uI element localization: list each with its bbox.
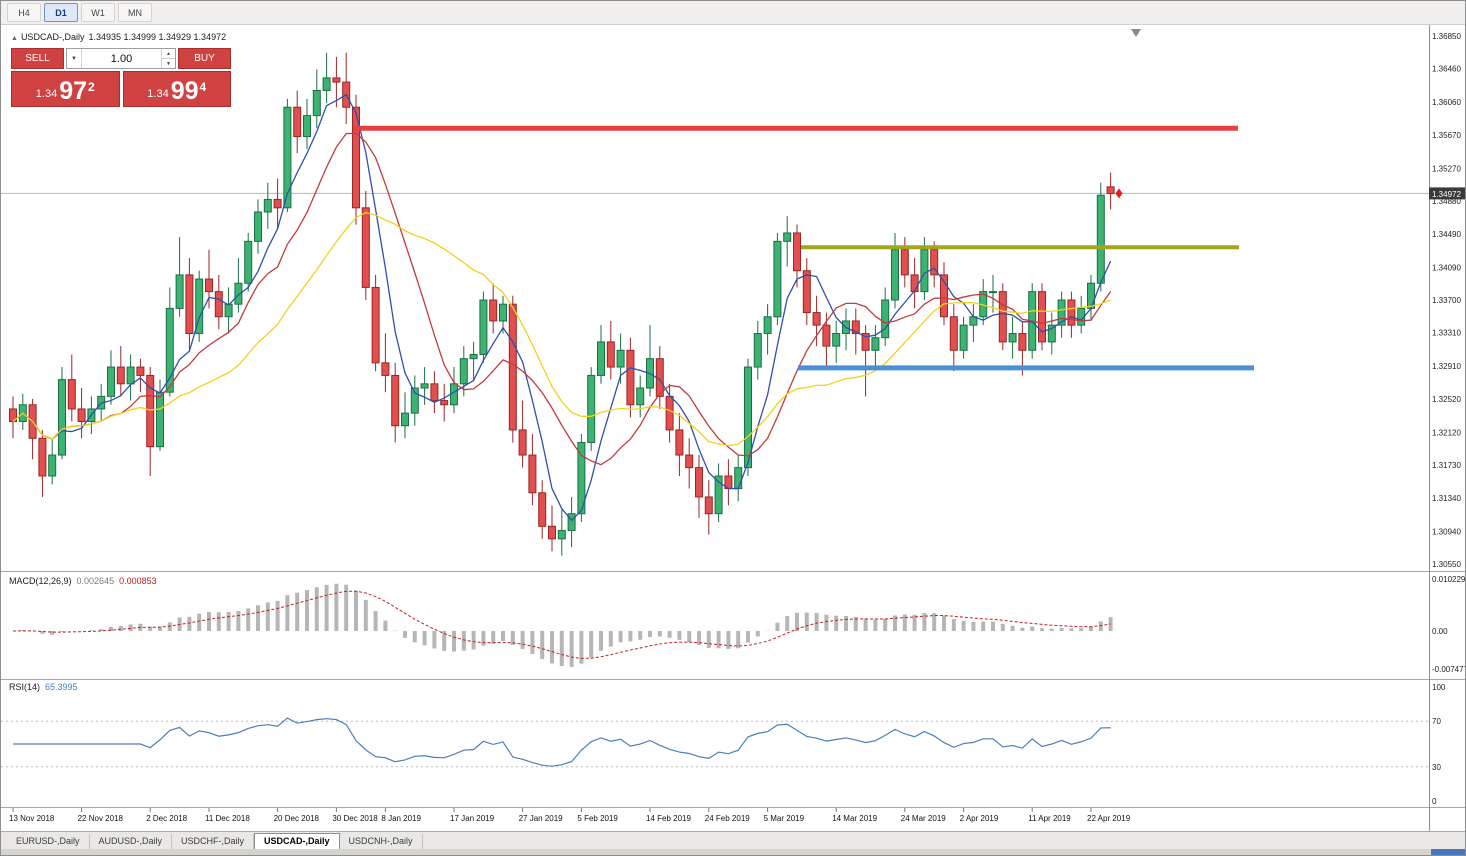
buy-price-sup: 4 (199, 80, 207, 94)
sell-button[interactable]: SELL (11, 48, 64, 69)
one-click-trading-panel: SELL ▼ 1.00 ▲ ▼ BUY 1.34 97 2 1.34 99 4 (11, 48, 231, 107)
svg-text:1.30940: 1.30940 (1432, 527, 1461, 536)
svg-text:24 Feb 2019: 24 Feb 2019 (705, 814, 750, 823)
svg-text:1.36060: 1.36060 (1432, 98, 1461, 107)
buy-price-prefix: 1.34 (147, 88, 169, 100)
macd-signal-value: 0.000853 (119, 576, 157, 586)
timeframe-button-mn[interactable]: MN (118, 3, 152, 22)
scroll-corner (1431, 849, 1465, 855)
svg-text:1.33310: 1.33310 (1432, 329, 1461, 338)
chart-tabs-bar: EURUSD-,Daily AUDUSD-,Daily USDCHF-,Daily U… (1, 831, 1465, 850)
svg-text:13 Nov 2018: 13 Nov 2018 (9, 814, 55, 823)
macd-indicator-label: MACD(12,26,9) 0.002645 0.000853 (9, 576, 157, 586)
date-axis: 13 Nov 2018 22 Nov 2018 2 Dec 2018 11 Dec 2… (9, 808, 1131, 823)
svg-text:14 Feb 2019: 14 Feb 2019 (646, 814, 691, 823)
svg-text:1.32120: 1.32120 (1432, 428, 1461, 437)
svg-text:100: 100 (1432, 683, 1446, 692)
svg-text:11 Apr 2019: 11 Apr 2019 (1028, 814, 1071, 823)
svg-text:2 Apr 2019: 2 Apr 2019 (960, 814, 999, 823)
timeframe-button-h4[interactable]: H4 (7, 3, 41, 22)
volume-down-icon[interactable]: ▼ (166, 60, 171, 67)
svg-text:1.35670: 1.35670 (1432, 131, 1461, 140)
volume-control[interactable]: ▼ 1.00 ▲ ▼ (66, 48, 176, 69)
ma-line-5 (12, 93, 1112, 522)
ma-line-10 (12, 132, 1112, 466)
chart-background (1, 25, 1465, 831)
sell-price-prefix: 1.34 (35, 88, 58, 100)
svg-text:-0.007477: -0.007477 (1432, 665, 1466, 674)
macd-signal-line (12, 590, 1111, 659)
svg-text:22 Apr 2019: 22 Apr 2019 (1087, 814, 1131, 823)
rsi-indicator-label: RSI(14) 65.3995 (9, 682, 78, 692)
chart-tab-usdchf[interactable]: USDCHF-,Daily (172, 834, 255, 849)
current-price-tag (1429, 187, 1465, 200)
svg-text:1.32910: 1.32910 (1432, 362, 1461, 371)
status-strip (1, 849, 1465, 855)
ma-line-21 (12, 211, 1111, 447)
rsi-line (13, 717, 1111, 767)
price-scale: 1.36850 1.36460 1.36060 1.35670 1.35270 1.348… (1432, 32, 1466, 806)
buy-price-display[interactable]: 1.34 99 4 (122, 71, 231, 107)
svg-text:1.34090: 1.34090 (1432, 263, 1461, 272)
svg-text:1.30550: 1.30550 (1432, 560, 1461, 569)
svg-text:24 Mar 2019: 24 Mar 2019 (901, 814, 946, 823)
chart-title: ▲ USDCAD-,Daily 1.34935 1.34999 1.34929 1.… (11, 32, 226, 42)
svg-text:1.36460: 1.36460 (1432, 65, 1461, 74)
svg-text:2 Dec 2018: 2 Dec 2018 (146, 814, 187, 823)
svg-text:20 Dec 2018: 20 Dec 2018 (274, 814, 320, 823)
volume-dropdown-icon[interactable]: ▼ (67, 49, 82, 68)
volume-value[interactable]: 1.00 (110, 52, 133, 65)
svg-text:22 Nov 2018: 22 Nov 2018 (78, 814, 124, 823)
rsi-name: RSI(14) (9, 682, 41, 692)
trade-marker-icon (1115, 188, 1123, 199)
macd-name: MACD(12,26,9) (9, 576, 72, 586)
timeframe-button-w1[interactable]: W1 (81, 3, 115, 22)
svg-text:11 Dec 2018: 11 Dec 2018 (205, 814, 250, 823)
chart-tab-usdcad[interactable]: USDCAD-,Daily (254, 833, 340, 850)
volume-spinner[interactable]: ▲ ▼ (161, 49, 175, 68)
macd-main-value: 0.002645 (76, 576, 115, 586)
chart-tab-audusd[interactable]: AUDUSD-,Daily (90, 834, 173, 849)
svg-text:1.33700: 1.33700 (1432, 296, 1461, 305)
svg-text:5 Mar 2019: 5 Mar 2019 (764, 814, 805, 823)
svg-text:1.35270: 1.35270 (1432, 164, 1461, 173)
chart-shift-icon[interactable] (1131, 29, 1141, 37)
svg-text:1.32520: 1.32520 (1432, 395, 1461, 404)
chart-area[interactable]: 1.36850 1.36460 1.36060 1.35670 1.35270 1.348… (1, 25, 1466, 831)
svg-text:30 Dec 2018: 30 Dec 2018 (332, 814, 378, 823)
rsi-value: 65.3995 (45, 682, 78, 692)
svg-text:1.36850: 1.36850 (1432, 32, 1461, 41)
svg-text:0.010229: 0.010229 (1432, 575, 1466, 584)
svg-text:70: 70 (1432, 717, 1441, 726)
chart-ohlc-values: 1.34935 1.34999 1.34929 1.34972 (88, 32, 227, 42)
chart-tab-eurusd[interactable]: EURUSD-,Daily (7, 834, 90, 849)
svg-text:1.34972: 1.34972 (1432, 190, 1461, 199)
chart-tab-usdcnh[interactable]: USDCNH-,Daily (340, 834, 423, 849)
chart-canvas[interactable]: 1.368501.364601.360601.356701.352701.348… (1, 25, 1466, 831)
svg-text:27 Jan 2019: 27 Jan 2019 (519, 814, 564, 823)
svg-text:5 Feb 2019: 5 Feb 2019 (577, 814, 618, 823)
svg-text:14 Mar 2019: 14 Mar 2019 (832, 814, 877, 823)
buy-button[interactable]: BUY (178, 48, 231, 69)
svg-text:1.31730: 1.31730 (1432, 461, 1461, 470)
sell-price-sup: 2 (88, 80, 95, 94)
timeframe-button-d1[interactable]: D1 (44, 3, 78, 22)
svg-text:1.34880: 1.34880 (1432, 197, 1461, 206)
timeframe-toolbar: H4 D1 W1 MN (1, 1, 1465, 25)
svg-text:17 Jan 2019: 17 Jan 2019 (450, 814, 495, 823)
svg-text:1.34490: 1.34490 (1432, 230, 1461, 239)
svg-text:0.00: 0.00 (1432, 627, 1448, 636)
panel-collapse-icon[interactable]: ▲ (11, 35, 18, 42)
svg-text:8 Jan 2019: 8 Jan 2019 (381, 814, 421, 823)
svg-text:30: 30 (1432, 763, 1441, 772)
volume-up-icon[interactable]: ▲ (162, 49, 175, 59)
sell-price-display[interactable]: 1.34 97 2 (11, 71, 120, 107)
chart-symbol-label: USDCAD-,Daily (20, 32, 85, 42)
buy-price-big: 99 (170, 76, 199, 105)
sell-price-big: 97 (59, 76, 88, 105)
svg-text:1.31340: 1.31340 (1432, 494, 1461, 503)
svg-text:0: 0 (1432, 797, 1437, 806)
macd-histogram (20, 583, 1113, 667)
